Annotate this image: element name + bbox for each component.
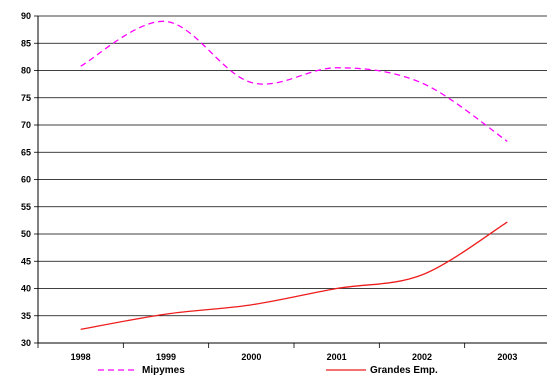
gridlines bbox=[38, 15, 547, 317]
y-tick-label: 30 bbox=[21, 338, 31, 348]
data-point-series-1-5 bbox=[506, 140, 509, 143]
x-axis-tick-labels: 1998 1999 2000 2001 2002 2003 bbox=[71, 352, 518, 362]
data-point-series-1-3 bbox=[335, 66, 338, 69]
x-tick-label: 2003 bbox=[497, 352, 517, 362]
y-tick-label: 40 bbox=[21, 284, 31, 294]
data-point-series-2-4 bbox=[421, 273, 424, 276]
y-tick-label: 55 bbox=[21, 202, 31, 212]
y-tick-label: 80 bbox=[21, 66, 31, 76]
series-line-2 bbox=[80, 221, 508, 331]
data-point-series-2-1 bbox=[165, 313, 168, 316]
y-tick-label: 35 bbox=[21, 311, 31, 321]
data-point-series-2-2 bbox=[250, 303, 253, 306]
data-point-series-2-3 bbox=[335, 287, 338, 290]
axes bbox=[34, 15, 547, 348]
legend-label-1: Mipymes bbox=[142, 365, 185, 376]
legend: Mipymes Grandes Emp. bbox=[98, 365, 438, 376]
data-point-series-1-4 bbox=[421, 82, 424, 85]
series-line-1 bbox=[80, 20, 508, 142]
data-point-series-2-5 bbox=[506, 221, 509, 224]
x-tick-label: 1998 bbox=[71, 352, 91, 362]
data-point-series-2-0 bbox=[79, 328, 82, 331]
data-point-series-1-1 bbox=[165, 20, 168, 23]
y-tick-label: 70 bbox=[21, 120, 31, 130]
y-tick-label: 90 bbox=[21, 11, 31, 21]
y-tick-label: 60 bbox=[21, 175, 31, 185]
y-tick-label: 45 bbox=[21, 256, 31, 266]
legend-label-2: Grandes Emp. bbox=[370, 365, 438, 376]
y-axis-tick-labels: 30 35 40 45 50 55 60 65 70 75 80 85 90 bbox=[21, 11, 31, 348]
y-tick-label: 50 bbox=[21, 229, 31, 239]
y-tick-label: 85 bbox=[21, 38, 31, 48]
y-tick-label: 65 bbox=[21, 147, 31, 157]
x-tick-label: 2001 bbox=[327, 352, 347, 362]
data-point-series-1-0 bbox=[79, 65, 82, 68]
x-tick-label: 1999 bbox=[156, 352, 176, 362]
data-point-series-1-2 bbox=[250, 81, 253, 84]
x-tick-label: 2000 bbox=[241, 352, 261, 362]
y-tick-label: 75 bbox=[21, 93, 31, 103]
x-tick-label: 2002 bbox=[412, 352, 432, 362]
series-lines bbox=[79, 20, 509, 331]
